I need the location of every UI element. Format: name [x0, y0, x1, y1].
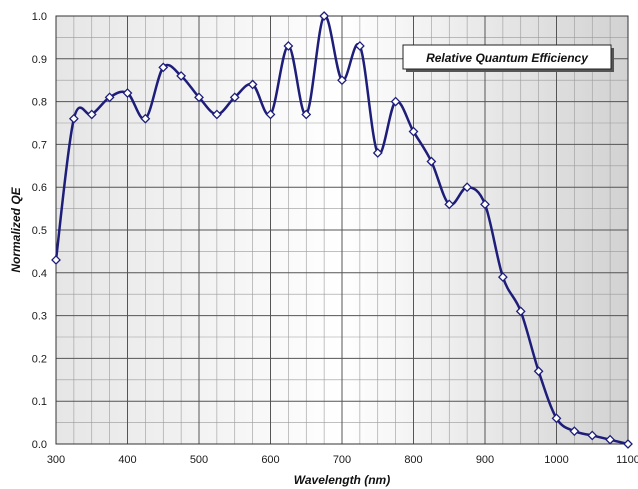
data-point-marker: [247, 79, 258, 90]
data-point-marker: [587, 430, 598, 441]
y-tick-label: 0.8: [32, 97, 47, 109]
x-axis-title: Wavelength (nm): [294, 473, 390, 487]
data-markers: [51, 11, 633, 449]
data-point-marker: [176, 71, 187, 81]
x-tick-label: 600: [261, 454, 279, 466]
y-axis-ticks: 0.0 0.1 0.2 0.3 0.4 0.5 0.6 0.7 0.8 0.9 1.0: [32, 11, 47, 451]
data-point-marker: [211, 109, 222, 120]
data-point-marker: [372, 148, 383, 158]
plot-border: [55, 15, 629, 445]
data-point-marker: [551, 413, 562, 424]
data-point-marker: [140, 113, 151, 124]
legend-title: Relative Quantum Efficiency: [426, 51, 589, 65]
data-point-marker: [462, 182, 473, 193]
y-tick-label: 1.0: [32, 11, 47, 23]
series-line: [54, 14, 629, 446]
data-point-marker: [569, 426, 580, 437]
y-tick-label: 0.4: [32, 268, 47, 280]
y-tick-label: 0.2: [32, 353, 47, 365]
x-tick-label: 800: [404, 454, 422, 466]
y-tick-label: 0.3: [32, 311, 47, 323]
data-point-marker: [86, 109, 97, 120]
y-tick-label: 0.0: [32, 439, 47, 451]
y-tick-label: 0.9: [32, 54, 47, 66]
data-point-marker: [390, 96, 401, 107]
x-tick-label: 700: [333, 454, 351, 466]
data-point-marker: [51, 255, 61, 265]
y-tick-label: 0.7: [32, 139, 47, 151]
data-point-marker: [605, 434, 616, 445]
legend-box: [402, 44, 612, 70]
legend: Relative Quantum Efficiency: [402, 44, 614, 72]
x-tick-label: 500: [190, 454, 208, 466]
data-point-marker: [408, 126, 419, 137]
data-point-marker: [533, 366, 544, 377]
y-axis-title: Normalized QE: [9, 186, 23, 272]
data-point-marker: [68, 113, 79, 124]
data-point-marker: [229, 92, 240, 103]
x-tick-label: 300: [47, 454, 65, 466]
y-tick-label: 0.1: [32, 396, 47, 408]
x-axis-ticks: 300 400 500 600 700 800 900 1000 1100: [47, 454, 638, 466]
data-point-marker: [301, 109, 312, 120]
y-tick-label: 0.6: [32, 182, 47, 194]
y-tick-label: 0.5: [32, 225, 47, 237]
data-point-marker: [104, 92, 115, 103]
data-point-marker: [623, 439, 633, 449]
data-point-marker: [337, 75, 347, 86]
data-point-marker: [265, 109, 276, 120]
x-tick-label: 400: [118, 454, 136, 466]
data-point-marker: [122, 88, 133, 98]
data-point-marker: [194, 92, 204, 103]
data-point-marker: [480, 199, 490, 210]
x-tick-label: 1000: [544, 454, 568, 466]
data-point-marker: [283, 41, 294, 51]
data-point-marker: [515, 306, 526, 317]
data-point-marker: [497, 272, 508, 282]
x-tick-label: 900: [476, 454, 494, 466]
x-tick-label: 1100: [616, 454, 638, 466]
data-point-marker: [158, 62, 169, 73]
data-point-marker: [426, 156, 437, 167]
data-point-marker: [354, 41, 365, 51]
data-point-marker: [444, 199, 455, 210]
data-point-marker: [319, 11, 330, 21]
